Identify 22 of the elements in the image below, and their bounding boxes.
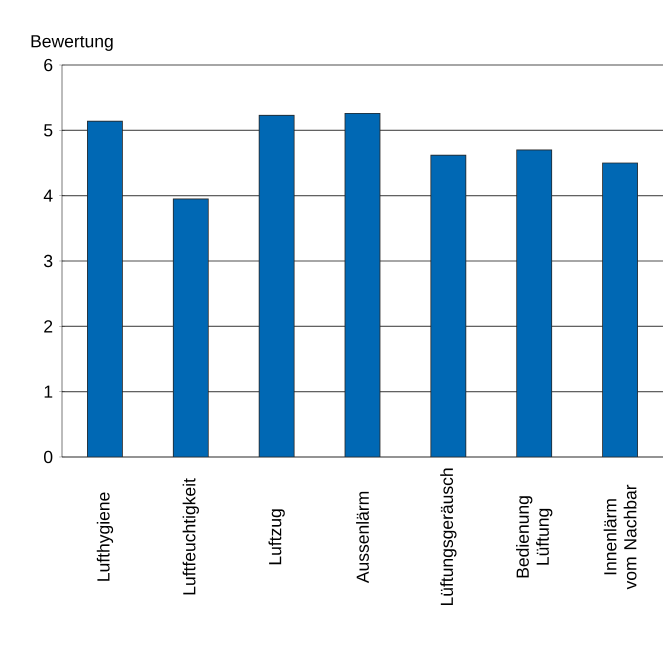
x-tick-label: Luftzug — [268, 509, 285, 564]
x-tick-label: Innenlärm vom Nachbar — [604, 484, 636, 590]
x-tick-label: Bedienung Lüftung — [516, 496, 552, 578]
y-tick-label: 6 — [44, 58, 52, 72]
y-tick-label: 2 — [44, 320, 52, 332]
bar — [172, 198, 209, 458]
x-tick-label: Luftfeuchtigkeit — [182, 478, 199, 594]
bar — [87, 120, 123, 458]
y-tick-label: 0 — [44, 450, 52, 464]
bar — [516, 150, 552, 458]
bar — [344, 112, 380, 458]
bar — [602, 162, 638, 458]
y-tick-label: 3 — [44, 254, 52, 268]
bar — [258, 114, 295, 458]
x-tick-label: Lufthygiene — [96, 492, 114, 581]
y-tick-label: 1 — [44, 386, 52, 398]
x-tick-label: Aussenlärm — [356, 492, 369, 584]
y-axis-title: Bewertung — [32, 35, 113, 51]
bar — [430, 154, 466, 458]
x-tick-label: Lüftungsgeräusch — [440, 468, 457, 606]
y-tick-label: 4 — [44, 190, 53, 202]
y-tick-label: 5 — [44, 124, 52, 136]
